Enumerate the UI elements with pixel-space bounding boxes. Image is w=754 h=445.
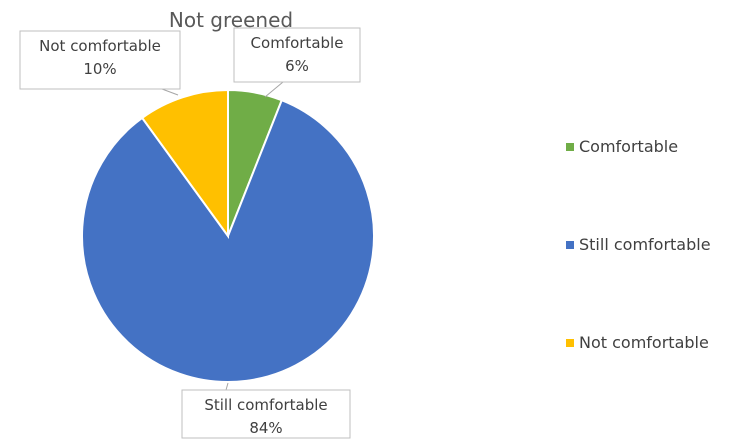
- legend-swatch: [566, 143, 574, 151]
- legend-swatch: [566, 339, 574, 347]
- leader-line: [264, 81, 284, 98]
- data-label-comfortable: Comfortable 6%: [233, 27, 361, 98]
- data-label-still-comfortable: Still comfortable 84%: [181, 382, 351, 439]
- leader-line: [161, 88, 179, 96]
- pie-slices: [81, 88, 375, 383]
- data-label-box: [233, 27, 361, 83]
- legend-item-still-comfortable: Still comfortable: [566, 235, 711, 254]
- data-label-not-comfortable: Not comfortable 10%: [19, 30, 181, 96]
- legend-label: Not comfortable: [579, 333, 709, 352]
- legend-label: Still comfortable: [579, 235, 711, 254]
- data-label-value: 84%: [249, 419, 282, 437]
- legend-swatch: [566, 241, 574, 249]
- data-label-box: [19, 30, 181, 90]
- data-label-category: Still comfortable: [204, 396, 327, 414]
- chart-legend: Comfortable Still comfortable Not comforta…: [566, 137, 711, 352]
- data-label-callouts: Comfortable 6% Still comfortable 84% Not com…: [19, 27, 361, 439]
- pie-slice-not-comfortable: [140, 88, 229, 240]
- legend-item-not-comfortable: Not comfortable: [566, 333, 709, 352]
- data-label-box: [181, 389, 351, 439]
- data-label-value: 6%: [285, 57, 309, 75]
- data-label-value: 10%: [83, 60, 116, 78]
- data-label-category: Comfortable: [251, 34, 344, 52]
- leader-line: [225, 382, 229, 391]
- pie-slice-still-comfortable: [81, 98, 375, 383]
- legend-item-comfortable: Comfortable: [566, 137, 678, 156]
- data-label-category: Not comfortable: [39, 37, 161, 55]
- legend-label: Comfortable: [579, 137, 678, 156]
